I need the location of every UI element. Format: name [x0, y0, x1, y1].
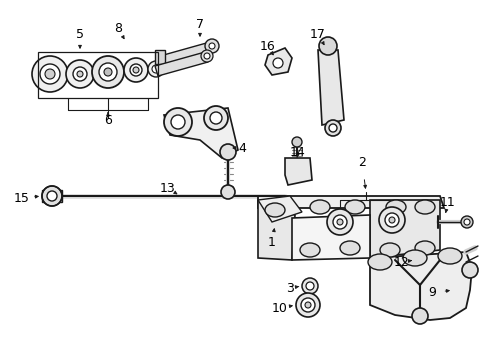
Ellipse shape [264, 203, 285, 217]
Circle shape [92, 56, 124, 88]
Text: 17: 17 [309, 27, 325, 40]
Polygon shape [369, 200, 439, 258]
Circle shape [326, 209, 352, 235]
Polygon shape [317, 50, 343, 125]
Circle shape [272, 58, 283, 68]
Polygon shape [264, 48, 291, 75]
Circle shape [328, 124, 336, 132]
Circle shape [305, 282, 313, 290]
Ellipse shape [385, 200, 405, 214]
Polygon shape [160, 42, 213, 66]
Circle shape [204, 39, 219, 53]
Circle shape [378, 207, 404, 233]
Ellipse shape [402, 250, 426, 266]
Text: 8: 8 [114, 22, 122, 35]
Circle shape [203, 106, 227, 130]
Circle shape [221, 185, 235, 199]
Circle shape [291, 137, 302, 147]
Bar [42, 190, 62, 202]
Polygon shape [369, 252, 471, 320]
Ellipse shape [414, 241, 434, 255]
Text: 11: 11 [439, 195, 455, 208]
Circle shape [332, 215, 346, 229]
Circle shape [325, 120, 340, 136]
Circle shape [104, 68, 112, 76]
Circle shape [302, 278, 317, 294]
Text: 7: 7 [196, 18, 203, 31]
Circle shape [32, 56, 68, 92]
Circle shape [66, 60, 94, 88]
Circle shape [77, 71, 83, 77]
Ellipse shape [367, 254, 391, 270]
Text: 6: 6 [104, 113, 112, 126]
Circle shape [148, 61, 163, 77]
Text: 5: 5 [76, 28, 84, 41]
Text: 1: 1 [267, 235, 275, 248]
Polygon shape [155, 50, 164, 64]
Text: 9: 9 [427, 287, 435, 300]
Circle shape [305, 302, 310, 308]
Ellipse shape [414, 200, 434, 214]
Text: 14: 14 [289, 145, 305, 158]
Text: 12: 12 [393, 256, 409, 269]
Circle shape [301, 298, 314, 312]
Circle shape [152, 65, 160, 73]
Circle shape [411, 308, 427, 324]
Polygon shape [291, 215, 369, 260]
Polygon shape [258, 196, 302, 222]
Ellipse shape [345, 200, 364, 214]
Ellipse shape [437, 248, 461, 264]
Circle shape [208, 43, 215, 49]
Text: 15: 15 [14, 192, 30, 204]
Polygon shape [155, 52, 207, 76]
Text: 4: 4 [238, 141, 245, 154]
Text: 3: 3 [285, 282, 293, 294]
Circle shape [318, 37, 336, 55]
Circle shape [460, 216, 472, 228]
Circle shape [461, 262, 477, 278]
Polygon shape [163, 108, 238, 158]
Circle shape [220, 144, 236, 160]
Circle shape [40, 64, 60, 84]
Circle shape [163, 108, 192, 136]
Circle shape [130, 64, 142, 76]
Circle shape [336, 219, 342, 225]
Text: 13: 13 [160, 181, 176, 194]
Ellipse shape [309, 200, 329, 214]
Bar [38, 52, 158, 98]
Ellipse shape [379, 243, 399, 257]
Ellipse shape [299, 243, 319, 257]
Circle shape [171, 115, 184, 129]
Text: 16: 16 [260, 40, 275, 53]
Circle shape [203, 53, 209, 59]
Circle shape [133, 67, 139, 73]
Circle shape [45, 69, 55, 79]
Circle shape [124, 58, 148, 82]
Circle shape [463, 219, 469, 225]
Text: 2: 2 [357, 156, 365, 168]
Polygon shape [258, 200, 294, 260]
Circle shape [201, 50, 213, 62]
Polygon shape [285, 158, 311, 185]
Circle shape [73, 67, 87, 81]
Polygon shape [258, 196, 443, 208]
Ellipse shape [339, 241, 359, 255]
Circle shape [384, 213, 398, 227]
Circle shape [295, 293, 319, 317]
Circle shape [388, 217, 394, 223]
Circle shape [99, 63, 117, 81]
Circle shape [47, 191, 57, 201]
Text: 10: 10 [271, 302, 287, 315]
Circle shape [42, 186, 62, 206]
Circle shape [209, 112, 222, 124]
